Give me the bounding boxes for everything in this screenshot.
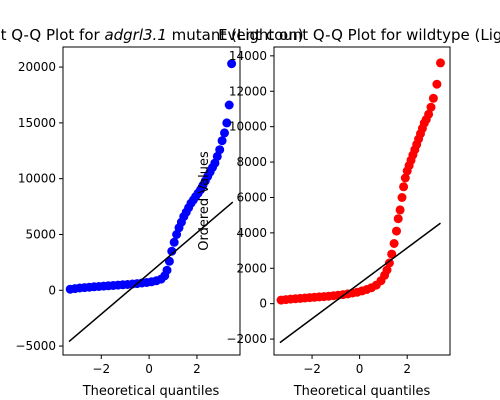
wildtype-point	[432, 80, 441, 89]
wildtype-point	[394, 214, 403, 223]
wildtype-y-tick-label: 6000	[236, 190, 267, 204]
wildtype-y-tick-label: 8000	[236, 155, 267, 169]
mutant-point	[215, 145, 224, 154]
mutant-x-tick-label: 2	[193, 362, 201, 376]
wildtype-y-tick-label: 4000	[236, 226, 267, 240]
mutant-y-tick-label: 20000	[18, 60, 56, 74]
wildtype-point	[429, 94, 438, 103]
wildtype-y-tick-label: 12000	[229, 84, 267, 98]
wildtype-x-tick-label: 0	[356, 362, 364, 376]
wildtype-x-axis-label: Theoretical quantiles	[293, 384, 431, 399]
mutant-y-tick-label: −5000	[15, 339, 56, 353]
wildtype-y-tick-label: 0	[259, 297, 267, 311]
mutant-point	[220, 128, 229, 137]
mutant-y-tick-label: 5000	[25, 227, 56, 241]
wildtype-x-tick-label: 2	[403, 362, 411, 376]
wildtype-panel-title: Event count Q-Q Plot for wildtype (Ligh	[218, 26, 500, 44]
wildtype-y-tick-label: 14000	[229, 49, 267, 63]
wildtype-point	[392, 227, 401, 236]
mutant-x-tick-label: −2	[92, 362, 110, 376]
wildtype-point	[396, 205, 405, 214]
mutant-y-tick-label: 0	[48, 283, 56, 297]
wildtype-y-tick-label: −2000	[226, 332, 267, 346]
mutant-point	[170, 238, 179, 247]
wildtype-point	[399, 182, 408, 191]
mutant-point	[163, 266, 172, 275]
wildtype-y-tick-label: 10000	[229, 120, 267, 134]
wildtype-x-tick-label: −2	[303, 362, 321, 376]
mutant-x-axis-label: Theoretical quantiles	[82, 384, 220, 399]
wildtype-point	[436, 58, 445, 67]
wildtype-point	[398, 193, 407, 202]
wildtype-point	[390, 239, 399, 248]
mutant-point	[218, 136, 227, 145]
wildtype-point	[427, 103, 436, 112]
mutant-y-tick-label: 15000	[18, 116, 56, 130]
mutant-point	[225, 101, 234, 110]
mutant-x-tick-label: 0	[145, 362, 153, 376]
mutant-y-tick-label: 10000	[18, 172, 56, 186]
wildtype-y-axis-label: Ordered Values	[197, 151, 212, 251]
wildtype-y-tick-label: 2000	[236, 261, 267, 275]
